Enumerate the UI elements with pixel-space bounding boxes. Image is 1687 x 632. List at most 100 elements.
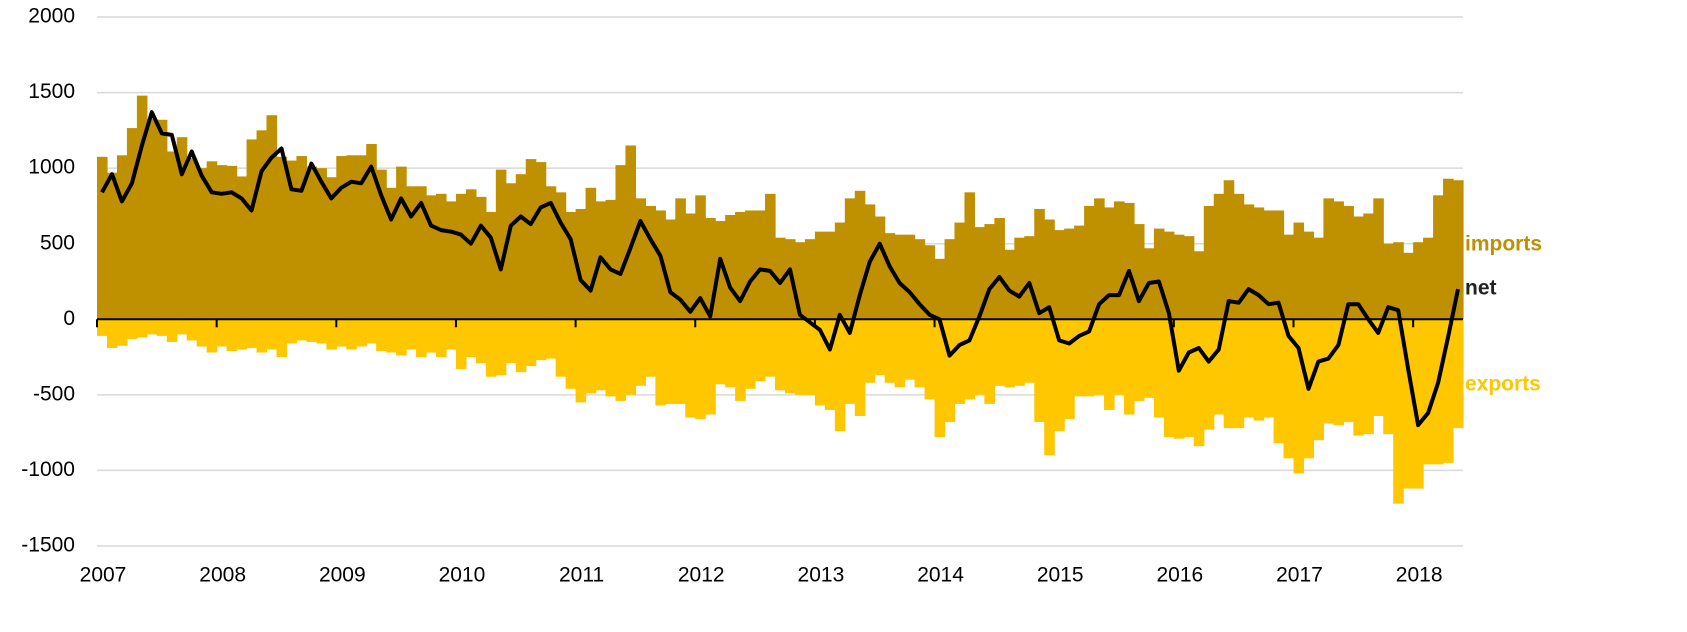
bar (166, 151, 178, 320)
bar (625, 145, 637, 320)
bar (1313, 319, 1325, 441)
bar (735, 211, 746, 320)
bar (1213, 319, 1225, 415)
bar (1433, 195, 1444, 320)
y-tick-label: 2000 (28, 5, 75, 28)
bar (1333, 319, 1344, 426)
bar (196, 168, 208, 320)
bar (1263, 210, 1275, 320)
bar (1243, 204, 1255, 320)
bar (316, 168, 327, 320)
bar (136, 319, 148, 338)
bar (824, 319, 836, 410)
bar (775, 319, 786, 391)
bar (675, 319, 686, 404)
x-tick-label: 2009 (319, 564, 366, 587)
bar (794, 319, 806, 395)
bar (635, 319, 646, 386)
bar (1044, 319, 1055, 456)
bar (1163, 231, 1175, 320)
bar (535, 319, 547, 361)
bar (386, 319, 397, 353)
bar (695, 319, 706, 420)
y-tick-label: 1500 (28, 80, 75, 103)
x-tick-label: 2010 (439, 564, 486, 587)
bar (505, 183, 517, 320)
bar (924, 319, 936, 400)
bar (814, 231, 826, 320)
bar (1153, 228, 1165, 320)
bar (1064, 228, 1075, 320)
bar (1273, 319, 1285, 444)
bar (705, 319, 716, 415)
bar (655, 319, 666, 406)
bar (1054, 319, 1065, 432)
bar (824, 231, 836, 320)
bar (1443, 319, 1454, 463)
bar (1123, 202, 1135, 320)
bar (1183, 319, 1195, 438)
bar (655, 210, 666, 320)
bar (1413, 242, 1424, 320)
y-tick-label: 1000 (28, 156, 75, 179)
bar (445, 319, 457, 350)
bar (864, 319, 876, 383)
bar (186, 319, 198, 341)
legend-label: exports (1465, 373, 1541, 396)
bar (1343, 319, 1354, 423)
bar (316, 319, 327, 344)
bar (834, 222, 846, 320)
bar (136, 95, 148, 320)
bar (1004, 319, 1015, 388)
bar (874, 216, 886, 320)
bar (625, 319, 637, 395)
bar (1114, 319, 1125, 395)
net-line (100, 110, 1460, 428)
bar (1203, 319, 1215, 430)
bar (1024, 319, 1035, 383)
bar (994, 218, 1005, 320)
bar (1183, 236, 1195, 320)
bar (1243, 319, 1255, 418)
bar (465, 319, 477, 358)
bar (396, 166, 407, 320)
bar (1064, 319, 1075, 420)
bar (1084, 205, 1095, 320)
bar (1423, 319, 1434, 465)
bar (755, 319, 766, 382)
bar (665, 319, 676, 404)
bar (535, 162, 547, 320)
bar (854, 319, 866, 417)
bar (1153, 319, 1165, 418)
bar (1363, 319, 1374, 435)
bar (924, 245, 936, 320)
bar (166, 319, 178, 342)
bar (765, 193, 776, 320)
bar (954, 222, 966, 320)
bar (1303, 231, 1315, 320)
bar (1263, 319, 1275, 418)
bar (575, 319, 587, 403)
bar (376, 319, 387, 352)
bar (1373, 198, 1384, 320)
bar (894, 319, 906, 388)
y-tick-label: 500 (40, 231, 75, 254)
bar (416, 319, 427, 358)
bar (1403, 319, 1414, 489)
bar (1383, 319, 1394, 435)
bar (156, 119, 168, 320)
bar (1453, 319, 1464, 429)
bar (106, 319, 118, 349)
bar (495, 169, 507, 320)
bar (1213, 193, 1225, 320)
bar (735, 319, 746, 401)
bar (635, 198, 646, 320)
bar (196, 319, 208, 347)
bar (116, 155, 128, 320)
bar (1094, 319, 1105, 395)
bar (585, 187, 597, 320)
bar (545, 186, 557, 320)
bar (356, 155, 367, 320)
bar (645, 319, 656, 377)
bar (565, 211, 577, 320)
